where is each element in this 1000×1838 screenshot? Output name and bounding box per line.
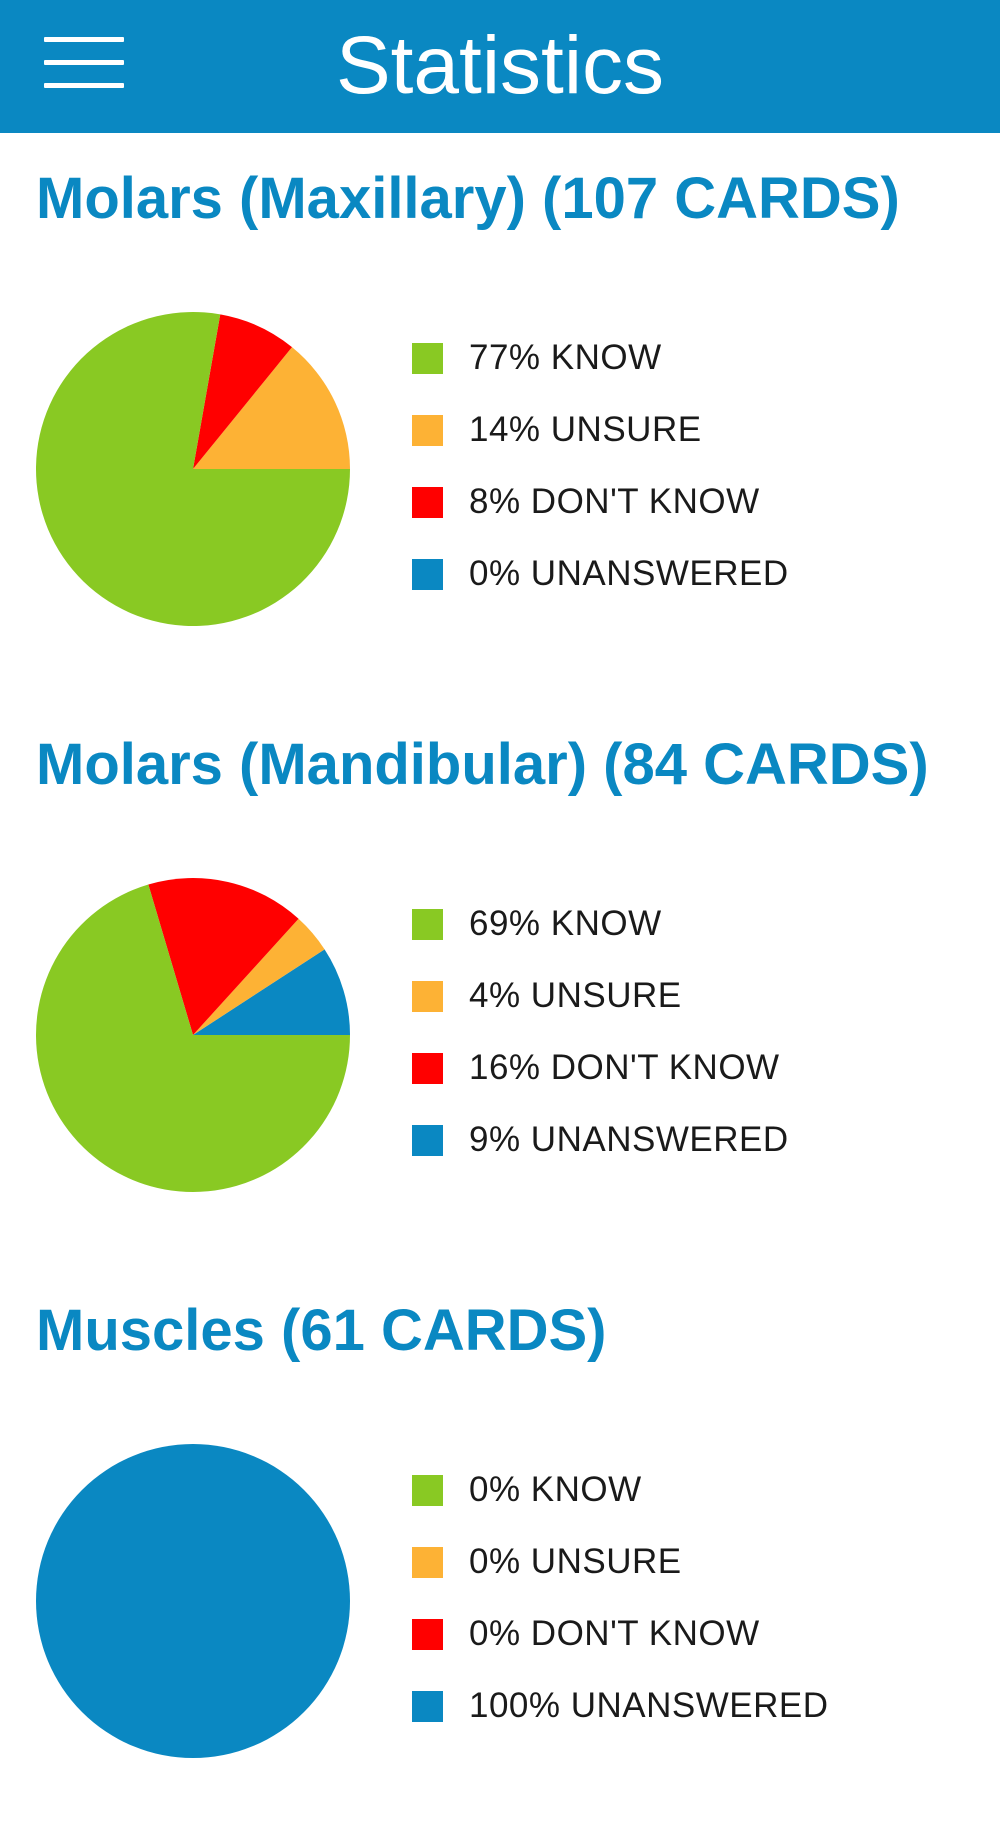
stats-section-muscles: Muscles (61 CARDS) 0% KNOW 0% UNSURE 0% … <box>0 1272 1000 1838</box>
legend-swatch-unanswered <box>412 1124 443 1156</box>
legend-item-unsure: 4% UNSURE <box>412 960 789 1032</box>
section-title: Muscles (61 CARDS) <box>36 1298 607 1363</box>
legend-item-unsure: 0% UNSURE <box>412 1526 829 1598</box>
legend-label: 0% DON'T KNOW <box>469 1614 760 1653</box>
legend-label: 0% UNSURE <box>469 1542 682 1581</box>
legend-item-dont-know: 8% DON'T KNOW <box>412 466 789 538</box>
legend-swatch-know <box>412 1474 443 1506</box>
pie-slice-dont-know <box>193 314 292 469</box>
legend-item-unanswered: 100% UNANSWERED <box>412 1670 829 1742</box>
legend-swatch-unsure <box>412 980 443 1012</box>
stats-section-molars-maxillary: Molars (Maxillary) (107 CARDS) 77% KNOW … <box>0 140 1000 706</box>
menu-bar <box>44 60 124 65</box>
legend-item-dont-know: 0% DON'T KNOW <box>412 1598 829 1670</box>
legend-label: 16% DON'T KNOW <box>469 1048 780 1087</box>
legend-item-know: 77% KNOW <box>412 322 789 394</box>
pie-slice-know <box>36 312 351 627</box>
stats-section-molars-mandibular: Molars (Mandibular) (84 CARDS) 69% KNOW … <box>0 706 1000 1272</box>
hamburger-menu-icon[interactable] <box>38 30 128 96</box>
chart-legend: 0% KNOW 0% UNSURE 0% DON'T KNOW 100% UNA… <box>412 1454 829 1742</box>
pie-chart <box>36 878 350 1193</box>
legend-swatch-dont-know <box>412 486 443 518</box>
chart-legend: 77% KNOW 14% UNSURE 8% DON'T KNOW 0% UNA… <box>412 322 789 610</box>
page-title: Statistics <box>335 20 665 111</box>
legend-swatch-unanswered <box>412 1690 443 1722</box>
pie-slice-unsure <box>193 918 325 1035</box>
pie-chart <box>36 1444 350 1758</box>
pie-slice-dont-know <box>148 878 299 1035</box>
legend-swatch-know <box>412 342 443 374</box>
legend-label: 0% KNOW <box>469 1470 642 1509</box>
legend-swatch-unsure <box>412 1546 443 1578</box>
legend-swatch-dont-know <box>412 1052 443 1084</box>
legend-label: 4% UNSURE <box>469 976 682 1015</box>
pie-slice-unanswered <box>36 1444 350 1758</box>
legend-item-know: 69% KNOW <box>412 888 789 960</box>
legend-item-dont-know: 16% DON'T KNOW <box>412 1032 789 1104</box>
app-header: Statistics <box>0 0 1000 133</box>
legend-label: 14% UNSURE <box>469 410 702 449</box>
legend-label: 100% UNANSWERED <box>469 1686 829 1725</box>
pie-chart <box>36 312 351 627</box>
pie-slice-unanswered <box>193 949 350 1035</box>
legend-swatch-unsure <box>412 414 443 446</box>
pie-slice-unsure <box>193 347 350 469</box>
legend-swatch-know <box>412 908 443 940</box>
legend-label: 69% KNOW <box>469 904 662 943</box>
legend-item-know: 0% KNOW <box>412 1454 829 1526</box>
menu-bar <box>44 83 124 88</box>
legend-label: 77% KNOW <box>469 338 662 377</box>
pie-slice-know <box>36 884 350 1193</box>
legend-label: 9% UNANSWERED <box>469 1120 789 1159</box>
legend-swatch-dont-know <box>412 1618 443 1650</box>
legend-item-unanswered: 9% UNANSWERED <box>412 1104 789 1176</box>
legend-item-unanswered: 0% UNANSWERED <box>412 538 789 610</box>
section-title: Molars (Maxillary) (107 CARDS) <box>36 166 900 231</box>
legend-swatch-unanswered <box>412 558 443 590</box>
legend-item-unsure: 14% UNSURE <box>412 394 789 466</box>
menu-bar <box>44 37 124 42</box>
legend-label: 8% DON'T KNOW <box>469 482 760 521</box>
section-title: Molars (Mandibular) (84 CARDS) <box>36 732 929 797</box>
legend-label: 0% UNANSWERED <box>469 554 789 593</box>
chart-legend: 69% KNOW 4% UNSURE 16% DON'T KNOW 9% UNA… <box>412 888 789 1176</box>
